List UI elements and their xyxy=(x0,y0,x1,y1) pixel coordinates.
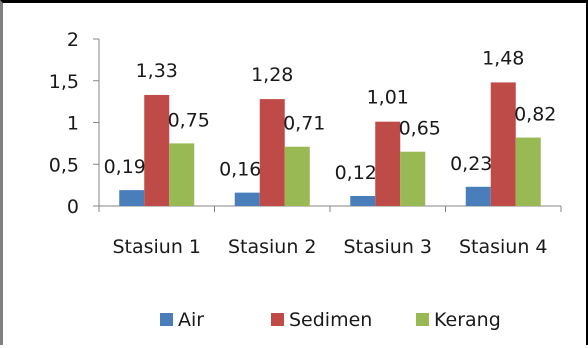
data-label-kerang-stasiun-2: 0,71 xyxy=(283,113,325,135)
y-tick-label: 1 xyxy=(67,113,79,135)
data-label-sedimen-stasiun-4: 1,48 xyxy=(482,47,524,69)
bar-air-stasiun-3 xyxy=(350,195,376,206)
x-tick-label-stasiun-1: Stasiun 1 xyxy=(112,236,201,258)
x-tick-label-stasiun-2: Stasiun 2 xyxy=(228,236,317,258)
bar-air-stasiun-2 xyxy=(234,192,260,206)
legend-label-sedimen: Sedimen xyxy=(289,309,372,331)
bar-air-stasiun-4 xyxy=(465,186,491,206)
legend-swatch-kerang xyxy=(416,313,429,326)
bar-kerang-stasiun-4 xyxy=(515,137,541,206)
data-label-air-stasiun-4: 0,23 xyxy=(450,153,492,175)
data-label-kerang-stasiun-3: 0,65 xyxy=(399,118,441,140)
bar-sedimen-stasiun-1 xyxy=(144,94,170,206)
bar-sedimen-stasiun-4 xyxy=(490,82,516,206)
data-label-sedimen-stasiun-2: 1,28 xyxy=(251,64,293,86)
data-label-sedimen-stasiun-3: 1,01 xyxy=(367,87,409,109)
bar-kerang-stasiun-3 xyxy=(400,151,426,206)
legend-label-air: Air xyxy=(178,309,204,331)
x-tick-label-stasiun-3: Stasiun 3 xyxy=(343,236,432,258)
bar-air-stasiun-1 xyxy=(119,190,145,206)
y-tick-label: 0,5 xyxy=(49,154,79,176)
data-label-air-stasiun-1: 0,19 xyxy=(104,156,146,178)
data-label-air-stasiun-3: 0,12 xyxy=(335,162,377,184)
data-label-air-stasiun-2: 0,16 xyxy=(219,159,261,181)
bar-sedimen-stasiun-3 xyxy=(375,121,401,206)
bar-kerang-stasiun-1 xyxy=(169,143,195,206)
data-label-kerang-stasiun-4: 0,82 xyxy=(514,104,556,126)
bar-sedimen-stasiun-2 xyxy=(259,99,285,206)
data-label-kerang-stasiun-1: 0,75 xyxy=(168,109,210,131)
data-label-sedimen-stasiun-1: 1,33 xyxy=(136,60,178,82)
bar-chart: 0 0,5 1 1,5 2 Stasiun 1 Stasiun 2 Stasiun 3 Stas… xyxy=(49,29,562,331)
x-tick-label-stasiun-4: Stasiun 4 xyxy=(459,236,548,258)
y-tick-label: 2 xyxy=(67,29,79,51)
bar-kerang-stasiun-2 xyxy=(284,146,310,206)
legend-label-kerang: Kerang xyxy=(434,309,501,331)
y-tick-label: 1,5 xyxy=(49,71,79,93)
legend-swatch-sedimen xyxy=(271,313,284,326)
legend-swatch-air xyxy=(160,313,173,326)
y-tick-label: 0 xyxy=(67,196,79,218)
